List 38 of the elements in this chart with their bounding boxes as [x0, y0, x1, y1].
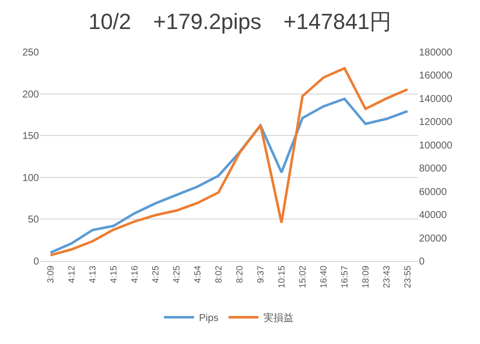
x-tick-label: 4:12 [66, 266, 76, 284]
y2-tick-label: 160000 [419, 70, 453, 82]
y2-tick-label: 40000 [419, 210, 448, 222]
y2-tick-label: 140000 [419, 94, 453, 105]
x-tick-label: 4:15 [108, 266, 118, 284]
x-tick-label: 10:15 [276, 266, 286, 288]
y2-tick-label: 120000 [419, 117, 453, 128]
x-tick-label: 3:09 [45, 266, 56, 284]
x-tick-label: 8:02 [213, 266, 224, 284]
x-tick-label: 18:09 [360, 266, 370, 288]
y2-tick-label: 80000 [419, 164, 448, 175]
y2-tick-label: 100000 [419, 140, 453, 152]
legend-label: Pips [199, 313, 218, 324]
x-tick-label: 23:43 [381, 266, 392, 288]
x-tick-label: 8:20 [234, 266, 244, 284]
line-series [49, 67, 409, 256]
y-tick-label: 50 [28, 214, 40, 226]
y-tick-label: 0 [33, 256, 40, 268]
y-tick-label: 150 [22, 131, 40, 142]
x-tick-label: 15:02 [297, 266, 308, 288]
x-tick-label: 4:13 [87, 266, 98, 284]
y2-tick-label: 20000 [419, 233, 448, 244]
y-tick-label: 200 [22, 89, 40, 100]
x-tick-label: 16:57 [339, 266, 350, 288]
x-tick-label: 4:16 [129, 266, 140, 284]
y-tick-label: 250 [22, 48, 40, 58]
x-tick-label: 4:25 [150, 266, 160, 284]
x-tick-label: 9:37 [255, 266, 266, 284]
x-tick-label: 4:54 [192, 266, 202, 284]
x-tick-label: 23:55 [402, 266, 412, 288]
y-tick-label: 100 [22, 172, 40, 184]
chart-title: 10/2 +179.2pips +147841円 [88, 9, 392, 34]
y2-tick-label: 180000 [419, 48, 453, 58]
x-tick-label: 16:40 [318, 266, 328, 288]
x-tick-label: 4:25 [171, 266, 182, 284]
y2-tick-label: 60000 [419, 186, 448, 198]
legend-label: 実損益 [263, 312, 294, 324]
y2-tick-label: 0 [419, 256, 425, 268]
